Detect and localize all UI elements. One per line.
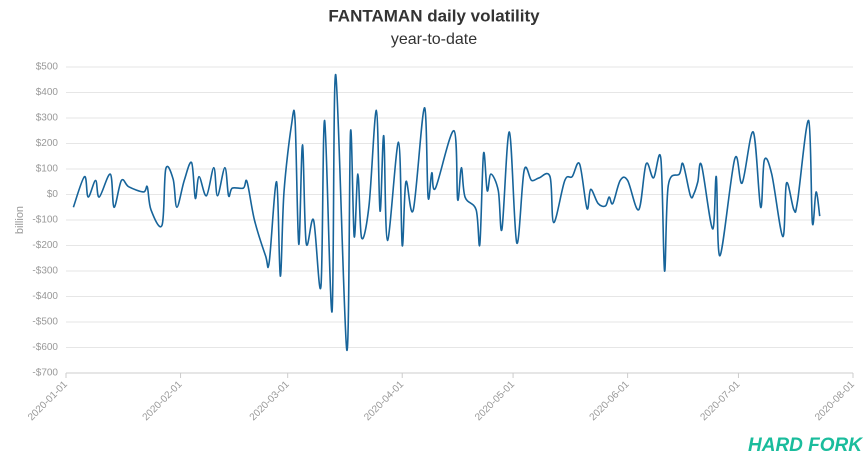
y-tick-label: -$100 [32, 215, 58, 226]
x-tick-label: 2020-05-01 [473, 379, 517, 423]
x-tick-label: 2020-06-01 [588, 379, 632, 423]
x-tick-label: 2020-08-01 [813, 379, 857, 423]
y-tick-label: $400 [36, 87, 59, 98]
y-tick-label: $500 [36, 62, 59, 73]
logo: HARD FORK [748, 435, 863, 456]
y-tick-label: -$700 [32, 368, 58, 379]
y-axis-label: billion [14, 206, 26, 234]
y-tick-label: -$400 [32, 291, 58, 302]
x-tick-label: 2020-07-01 [698, 379, 742, 423]
x-tick-label: 2020-01-01 [26, 379, 70, 423]
y-tick-label: $0 [47, 189, 59, 200]
y-tick-label: $100 [36, 164, 59, 175]
chart-subtitle: year-to-date [391, 31, 477, 48]
y-tick-label: $200 [36, 138, 59, 149]
y-tick-label: -$300 [32, 266, 58, 277]
chart-title: FANTAMAN daily volatility [328, 6, 540, 25]
x-tick-label: 2020-03-01 [248, 379, 292, 423]
data-line [72, 73, 821, 351]
y-tick-label: $300 [36, 113, 59, 124]
y-tick-label: -$200 [32, 240, 58, 251]
x-tick-label: 2020-02-01 [141, 379, 185, 423]
y-tick-label: -$600 [32, 342, 58, 353]
y-tick-label: -$500 [32, 317, 58, 328]
x-tick-label: 2020-04-01 [362, 379, 406, 423]
